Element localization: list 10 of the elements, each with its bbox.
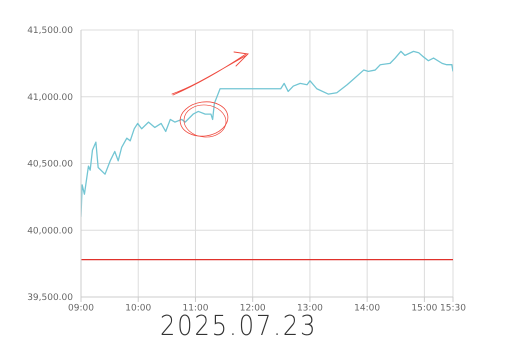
x-tick-label: 14:00 [354, 303, 380, 314]
x-tick-label: 10:00 [125, 303, 152, 314]
y-tick-label: 40,000.00 [27, 226, 74, 236]
y-tick-label: 39,500.00 [27, 293, 74, 304]
x-tick-label: 15:00 [411, 303, 438, 314]
y-tick-label: 40,500.00 [27, 160, 74, 170]
y-tick-label: 41,000.00 [27, 92, 74, 103]
y-tick-label: 41,500.00 [27, 26, 74, 36]
x-tick-label: 09:00 [68, 303, 94, 314]
x-tick-label: 15:30 [440, 303, 466, 314]
